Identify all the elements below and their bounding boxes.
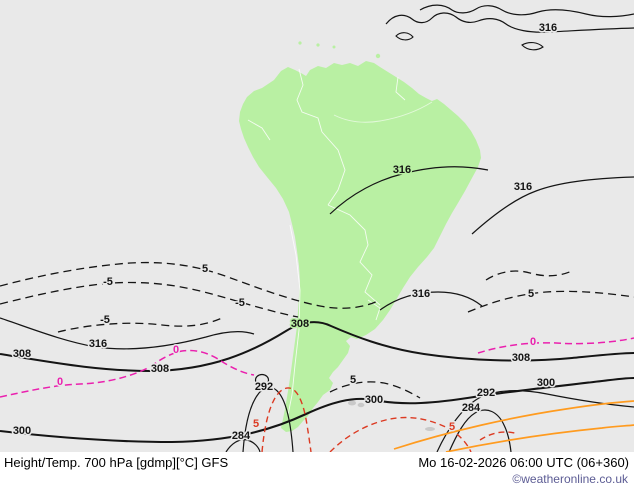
footer-bar: Height/Temp. 700 hPa [gdmp][°C] GFS Mo 1… (0, 452, 634, 490)
height-contour-308 (0, 321, 634, 373)
height-contour-316-small (379, 291, 483, 311)
contour-label-284: 284 (462, 402, 481, 414)
border-line (327, 204, 381, 306)
falkland-island (348, 400, 356, 406)
height-contour-loop (395, 32, 414, 41)
temp-dashed-contour (0, 281, 299, 318)
temp-label-warm5: 5 (449, 421, 455, 433)
amazon-river (333, 101, 433, 123)
contour-label-300: 300 (365, 394, 383, 406)
border-line (367, 299, 381, 321)
contour-label-284: 284 (232, 430, 251, 442)
contour-label-292: 292 (255, 381, 273, 393)
height-contour-292-west (242, 386, 294, 452)
warm-isotherm (479, 431, 519, 441)
map-canvas: 316 316 316 316 316 308 308 308 308 300 … (0, 0, 634, 452)
height-contour-316-left (0, 317, 255, 350)
contour-label-300: 300 (13, 425, 31, 437)
height-contours-group (0, 4, 634, 452)
temp-dashed-contour (0, 261, 381, 309)
country-borders-group (247, 68, 433, 416)
border-line (296, 68, 323, 133)
warm-isotherm-group (261, 387, 519, 452)
temp-dashed-contour (329, 381, 421, 399)
border-line (321, 131, 346, 206)
temp-label-zero: 0 (173, 344, 179, 356)
temp-dashed-contour (467, 290, 634, 313)
contour-label-292: 292 (477, 387, 495, 399)
temp-label-minus5: -5 (100, 314, 110, 326)
height-contour-316-right (471, 176, 634, 235)
border-line (247, 119, 271, 141)
zero-isotherm-group (0, 337, 634, 398)
contour-label-308: 308 (151, 363, 169, 375)
temp-label-plus5: 5 (350, 374, 356, 386)
gray-islands-group (348, 400, 435, 431)
temp-label-zero: 0 (530, 336, 536, 348)
temp-label-plus5: 5 (528, 288, 534, 300)
zero-isotherm (477, 337, 634, 354)
height-contour-top-wavy (419, 4, 634, 18)
caribbean-island (316, 43, 320, 47)
height-contour-300 (0, 376, 634, 444)
contour-label-308: 308 (13, 348, 31, 360)
temp-label-warm5: 5 (253, 418, 259, 430)
product-title: Height/Temp. 700 hPa [gdmp][°C] GFS (4, 455, 229, 470)
temp-label-minus5: -5 (235, 297, 245, 309)
contour-label-316: 316 (89, 338, 107, 350)
footer-row: Height/Temp. 700 hPa [gdmp][°C] GFS Mo 1… (0, 452, 634, 470)
contour-label-316: 316 (412, 288, 430, 300)
border-line (395, 76, 406, 101)
caribbean-island (332, 45, 336, 49)
contour-label-300: 300 (537, 377, 555, 389)
falkland-island (357, 402, 365, 408)
map-area: 316 316 316 316 316 308 308 308 308 300 … (0, 0, 634, 452)
landmass-group (239, 41, 481, 432)
contour-label-316: 316 (393, 164, 411, 176)
temp-dashed-black-group (0, 261, 634, 399)
height-contour-316-mid (329, 166, 489, 215)
height-contour-284-east (448, 409, 512, 452)
datetime-label: Mo 16-02-2026 06:00 UTC (06+360) (418, 455, 629, 470)
border-line (287, 224, 301, 416)
warm-isotherm (261, 387, 312, 452)
orange-isotherm-group (393, 400, 634, 452)
caribbean-island (298, 41, 302, 45)
contour-label-316: 316 (514, 181, 532, 193)
height-contour-closed-low (254, 373, 270, 387)
temp-dashed-contour (57, 317, 223, 333)
south-america-continent (239, 61, 481, 432)
height-contour-284-west (225, 439, 261, 452)
footer-copyright-row: ©weatheronline.co.uk (0, 472, 634, 486)
temp-label-plus5: 5 (202, 263, 208, 275)
south-georgia-island (425, 427, 435, 431)
copyright-link[interactable]: ©weatheronline.co.uk (512, 472, 628, 486)
zero-isotherm (0, 349, 255, 398)
orange-isotherm (393, 400, 634, 450)
contour-labels-group: 316 316 316 316 316 308 308 308 308 300 … (11, 21, 558, 444)
contour-label-316: 316 (539, 22, 557, 34)
contour-label-308: 308 (512, 352, 530, 364)
contour-label-308: 308 (291, 318, 309, 330)
height-contour-316-top (385, 12, 634, 33)
warm-isotherm (329, 416, 472, 452)
trinidad-island (375, 53, 381, 59)
temp-label-zero: 0 (57, 376, 63, 388)
orange-isotherm (445, 424, 634, 452)
height-contour-292-east (436, 390, 634, 452)
height-contour-loop (521, 42, 544, 51)
temp-label-minus5: -5 (103, 276, 113, 288)
temp-dashed-contour (485, 270, 573, 281)
